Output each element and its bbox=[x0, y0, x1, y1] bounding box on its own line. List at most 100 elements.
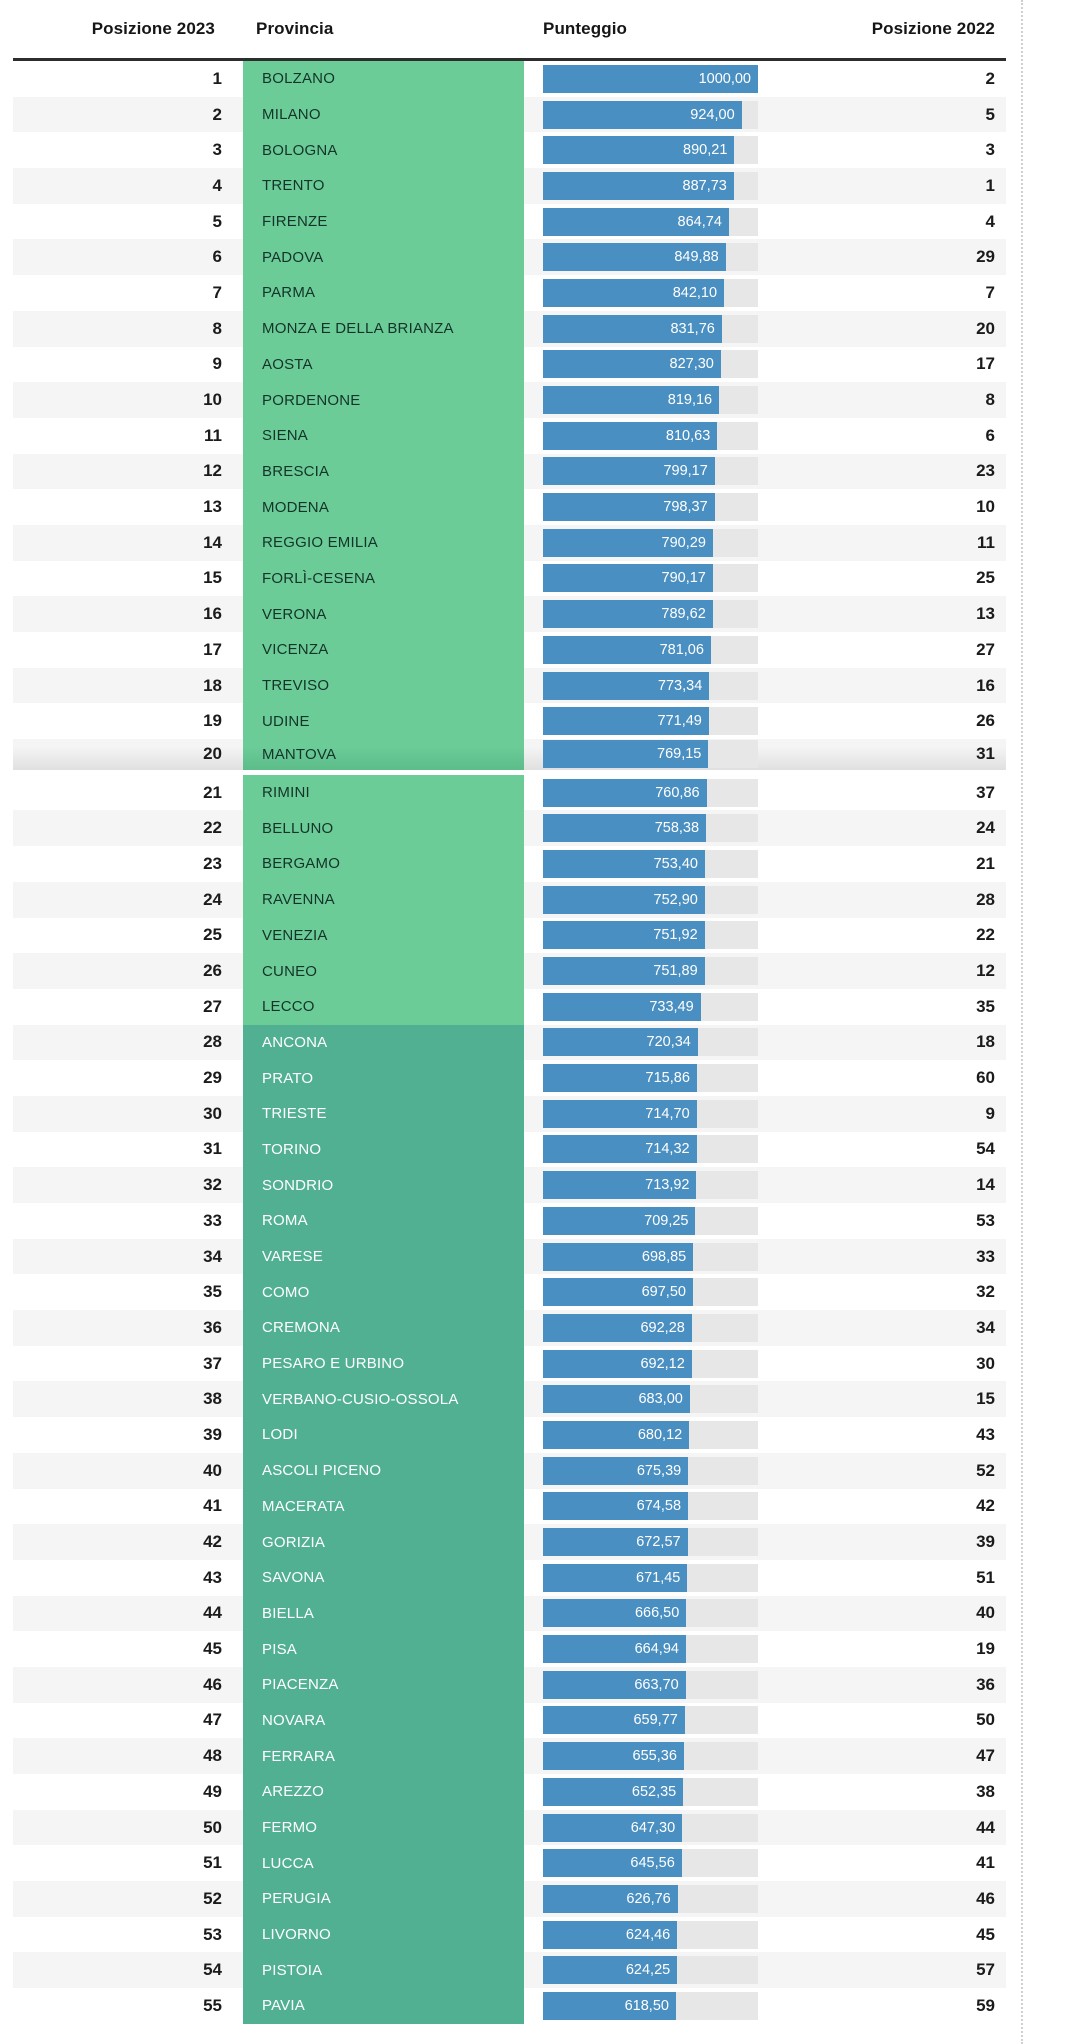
rank-2022-value: 44 bbox=[976, 1817, 995, 1837]
score-cell: 790,29 bbox=[543, 528, 758, 557]
score-cell: 751,89 bbox=[543, 957, 758, 986]
score-bar-track: 652,35 bbox=[543, 1777, 758, 1806]
table-row: 26 CUNEO 751,89 12 bbox=[13, 953, 1006, 989]
rank-2022-value: 11 bbox=[977, 532, 995, 552]
province-label: BELLUNO bbox=[262, 819, 334, 837]
score-bar: 733,49 bbox=[543, 992, 701, 1021]
score-value: 626,76 bbox=[626, 1890, 671, 1907]
table-row: 18 TREVISO 773,34 16 bbox=[13, 667, 1006, 704]
score-value: 675,39 bbox=[636, 1462, 682, 1479]
rank-2023-value: 41 bbox=[203, 1496, 222, 1516]
rank-2023-value: 1 bbox=[212, 68, 222, 88]
score-bar: 752,90 bbox=[543, 885, 705, 914]
score-bar: 771,49 bbox=[543, 707, 709, 736]
rank-2023-value: 17 bbox=[203, 639, 222, 659]
province-label: LECCO bbox=[262, 998, 315, 1016]
table-row: 43 SAVONA 671,45 51 bbox=[13, 1559, 1006, 1596]
province-label: VERONA bbox=[262, 605, 327, 623]
province-label: LUCCA bbox=[262, 1854, 314, 1872]
score-cell: 810,63 bbox=[543, 421, 758, 450]
province-cell: AREZZO bbox=[243, 1774, 524, 1810]
province-label: MONZA E DELLA BRIANZA bbox=[262, 320, 454, 338]
rank-2022-value: 3 bbox=[985, 140, 995, 160]
table-row: 35 COMO 697,50 32 bbox=[13, 1274, 1006, 1311]
score-cell: 827,30 bbox=[543, 350, 758, 379]
province-cell: BRESCIA bbox=[243, 453, 524, 490]
score-cell: 666,50 bbox=[543, 1599, 758, 1628]
score-cell: 831,76 bbox=[543, 314, 758, 343]
table-row: 31 TORINO 714,32 54 bbox=[13, 1131, 1006, 1168]
score-bar-track: 890,21 bbox=[543, 136, 758, 165]
province-cell: FIRENZE bbox=[243, 203, 524, 240]
score-cell: 773,34 bbox=[543, 671, 758, 700]
table-row: 54 PISTOIA 624,25 57 bbox=[13, 1952, 1006, 1989]
province-label: PESARO E URBINO bbox=[262, 1355, 405, 1373]
score-cell: 659,77 bbox=[543, 1706, 758, 1735]
score-bar: 798,37 bbox=[543, 493, 715, 522]
score-cell: 618,50 bbox=[543, 1991, 758, 2020]
table-row: 5 FIRENZE 864,74 4 bbox=[13, 203, 1006, 240]
score-value: 645,56 bbox=[630, 1855, 675, 1872]
province-cell: MANTOVA bbox=[243, 739, 524, 770]
score-bar-track: 671,45 bbox=[543, 1563, 758, 1592]
table-row: 20 MANTOVA 769,15 31 bbox=[13, 739, 1006, 775]
score-value: 1000,00 bbox=[698, 70, 751, 87]
province-label: ROMA bbox=[262, 1212, 308, 1230]
rank-2022-value: 59 bbox=[976, 1995, 995, 2015]
rank-2022-value: 13 bbox=[976, 604, 995, 624]
table-row: 24 RAVENNA 752,90 28 bbox=[13, 881, 1006, 918]
score-bar: 810,63 bbox=[543, 421, 718, 450]
score-bar: 831,76 bbox=[543, 314, 722, 343]
rank-2022-value: 43 bbox=[976, 1424, 995, 1444]
rank-2023-value: 19 bbox=[203, 711, 222, 731]
score-bar: 890,21 bbox=[543, 136, 735, 165]
province-cell: BOLOGNA bbox=[243, 132, 524, 169]
rank-2023-value: 47 bbox=[203, 1710, 222, 1730]
rank-2023-value: 22 bbox=[203, 818, 222, 838]
table-row: 33 ROMA 709,25 53 bbox=[13, 1203, 1006, 1239]
score-bar-track: 831,76 bbox=[543, 314, 758, 343]
header-rank-2023: Posizione 2023 bbox=[91, 19, 215, 38]
score-value: 849,88 bbox=[674, 249, 719, 266]
province-label: CREMONA bbox=[262, 1319, 341, 1337]
score-value: 697,50 bbox=[641, 1284, 686, 1301]
score-bar-track: 618,50 bbox=[543, 1991, 758, 2020]
score-cell: 655,36 bbox=[543, 1742, 758, 1771]
rank-2023-value: 14 bbox=[203, 532, 222, 552]
rank-2022-value: 36 bbox=[976, 1674, 995, 1694]
rank-2022-value: 8 bbox=[985, 390, 995, 410]
rank-2023-value: 24 bbox=[203, 889, 222, 909]
province-label: FERRARA bbox=[262, 1747, 336, 1765]
rank-2022-value: 4 bbox=[985, 211, 995, 231]
score-bar-track: 773,34 bbox=[543, 671, 758, 700]
province-label: SAVONA bbox=[262, 1569, 325, 1587]
score-bar-track: 864,74 bbox=[543, 207, 758, 236]
score-cell: 714,70 bbox=[543, 1099, 758, 1128]
score-bar: 789,62 bbox=[543, 600, 713, 629]
province-label: CUNEO bbox=[262, 962, 318, 980]
score-value: 698,85 bbox=[641, 1248, 687, 1265]
rank-2023-value: 11 bbox=[204, 425, 222, 445]
province-label: SIENA bbox=[262, 427, 309, 445]
province-cell: FERMO bbox=[243, 1809, 524, 1846]
score-bar-track: 769,15 bbox=[543, 740, 758, 769]
header-score: Punteggio bbox=[543, 19, 627, 38]
score-cell: 709,25 bbox=[543, 1206, 758, 1235]
table-row: 12 BRESCIA 799,17 23 bbox=[13, 453, 1006, 490]
score-bar-track: 810,63 bbox=[543, 421, 758, 450]
rank-2023-value: 32 bbox=[203, 1175, 222, 1195]
rank-2023-value: 20 bbox=[203, 744, 222, 764]
rank-2022-value: 34 bbox=[976, 1317, 995, 1337]
rank-2022-value: 39 bbox=[976, 1532, 995, 1552]
province-label: PISA bbox=[262, 1640, 297, 1658]
table-row: 28 ANCONA 720,34 18 bbox=[13, 1024, 1006, 1061]
score-cell: 713,92 bbox=[543, 1171, 758, 1200]
score-bar: 692,12 bbox=[543, 1349, 692, 1378]
rank-2023-value: 23 bbox=[203, 853, 222, 873]
province-cell: COMO bbox=[243, 1274, 524, 1311]
province-cell: VERONA bbox=[243, 596, 524, 632]
rank-2023-value: 46 bbox=[203, 1674, 222, 1694]
score-cell: 790,17 bbox=[543, 564, 758, 593]
rank-2022-value: 54 bbox=[976, 1139, 995, 1159]
rank-2023-value: 51 bbox=[203, 1853, 222, 1873]
